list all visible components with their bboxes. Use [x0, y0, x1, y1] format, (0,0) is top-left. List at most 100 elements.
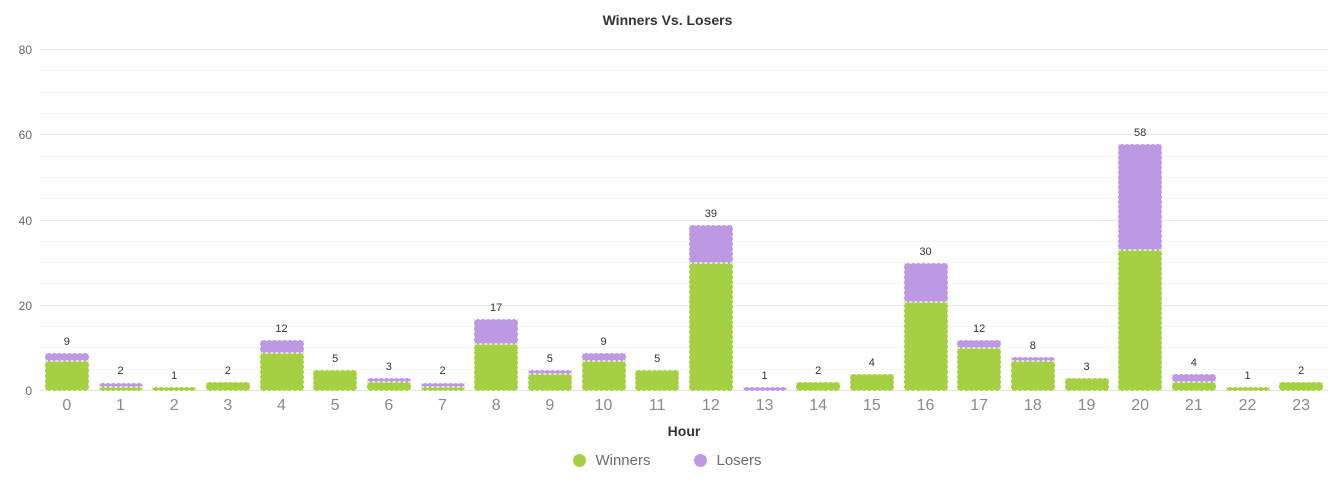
bar-hour-9-winners[interactable] — [527, 373, 572, 391]
bar-total-label-hour-17: 12 — [973, 322, 986, 335]
y-tick-label-20: 20 — [18, 298, 32, 313]
bar-hour-17-winners[interactable] — [957, 348, 1002, 391]
bar-hour-1-losers[interactable] — [98, 382, 143, 387]
bar-hour-19-winners[interactable] — [1064, 378, 1109, 391]
bar-total-label-hour-0: 9 — [63, 335, 70, 348]
x-tick-label-16: 16 — [916, 397, 935, 414]
bar-total-label-hour-7: 2 — [439, 365, 446, 378]
legend-label-losers: Losers — [716, 452, 762, 469]
bar-total-label-hour-9: 5 — [546, 352, 553, 365]
bar-hour-3-winners[interactable] — [205, 382, 250, 391]
bar-total-label-hour-21: 4 — [1190, 356, 1197, 369]
bar-total-label-hour-8: 17 — [490, 301, 503, 314]
bar-hour-6-losers[interactable] — [366, 378, 411, 383]
bar-hour-5-winners[interactable] — [313, 369, 358, 391]
bar-total-label-hour-22: 1 — [1244, 369, 1251, 382]
bar-hour-21-losers[interactable] — [1171, 373, 1216, 383]
bar-total-label-hour-1: 2 — [117, 365, 124, 378]
bar-hour-0-losers[interactable] — [44, 352, 89, 362]
x-tick-label-19: 19 — [1077, 397, 1096, 414]
gridline-30 — [40, 262, 1328, 264]
bar-hour-22-winners[interactable] — [1225, 386, 1270, 391]
bar-hour-15-winners[interactable] — [849, 373, 894, 391]
x-tick-label-22: 22 — [1238, 397, 1257, 414]
bar-hour-6-winners[interactable] — [366, 382, 411, 391]
x-tick-label-4: 4 — [277, 397, 286, 414]
bar-total-label-hour-5: 5 — [332, 352, 339, 365]
y-tick-label-60: 60 — [18, 128, 32, 143]
x-tick-label-8: 8 — [491, 397, 501, 414]
x-tick-label-23: 23 — [1292, 397, 1311, 414]
y-tick-label-80: 80 — [18, 43, 32, 57]
x-tick-label-14: 14 — [809, 397, 828, 414]
bar-total-label-hour-23: 2 — [1298, 365, 1305, 378]
x-tick-label-7: 7 — [438, 397, 447, 414]
bar-total-label-hour-3: 2 — [224, 365, 231, 378]
bar-total-label-hour-13: 1 — [761, 369, 768, 382]
gridline-20 — [40, 304, 1328, 306]
bar-total-label-hour-14: 2 — [815, 365, 822, 378]
plot-area: 9 2 1 2 12 5 3 2 17 5 9 5 39 1 2 4 30 12 8 3 58 4 1 2 — [40, 49, 1328, 391]
bar-hour-20-losers[interactable] — [1118, 143, 1163, 251]
bar-hour-7-losers[interactable] — [420, 382, 465, 387]
bar-hour-14-winners[interactable] — [796, 382, 841, 391]
bar-total-label-hour-20: 58 — [1134, 126, 1147, 139]
bar-hour-23-winners[interactable] — [1279, 382, 1324, 391]
legend-label-winners: Winners — [595, 452, 651, 469]
bar-total-label-hour-19: 3 — [1083, 361, 1090, 374]
legend-item-winners[interactable]: Winners — [573, 452, 650, 469]
x-tick-label-20: 20 — [1131, 397, 1150, 414]
bar-total-label-hour-10: 9 — [600, 335, 607, 348]
gridline-45 — [40, 198, 1328, 200]
bar-hour-16-winners[interactable] — [903, 301, 948, 391]
bar-hour-8-losers[interactable] — [474, 318, 519, 345]
x-tick-label-15: 15 — [862, 397, 881, 414]
chart-title: Winners Vs. Losers — [602, 12, 733, 28]
bar-total-label-hour-2: 1 — [171, 369, 178, 382]
gridline-70 — [40, 91, 1328, 93]
gridline-55 — [40, 155, 1328, 157]
bar-hour-11-winners[interactable] — [635, 369, 680, 391]
x-tick-label-10: 10 — [594, 397, 613, 414]
bar-hour-8-winners[interactable] — [474, 344, 519, 391]
bar-hour-12-losers[interactable] — [688, 224, 733, 264]
bar-hour-10-losers[interactable] — [581, 352, 626, 362]
bar-hour-4-winners[interactable] — [259, 352, 304, 391]
bar-total-label-hour-16: 30 — [919, 246, 932, 259]
bar-total-label-hour-15: 4 — [868, 356, 875, 369]
bar-total-label-hour-12: 39 — [704, 207, 717, 220]
bar-hour-12-winners[interactable] — [688, 263, 733, 391]
bar-hour-17-losers[interactable] — [957, 339, 1002, 349]
gridline-15 — [40, 326, 1328, 328]
gridline-80 — [40, 49, 1328, 50]
bar-hour-10-winners[interactable] — [581, 361, 626, 391]
bar-hour-0-winners[interactable] — [44, 361, 89, 391]
bar-hour-13-losers[interactable] — [742, 386, 787, 391]
losers-swatch-icon — [694, 454, 708, 467]
gridline-5 — [40, 368, 1328, 370]
x-tick-label-0: 0 — [62, 397, 72, 414]
bar-hour-16-losers[interactable] — [903, 263, 948, 302]
legend: Winners Losers — [0, 452, 1335, 469]
x-tick-label-18: 18 — [1023, 397, 1042, 414]
bar-hour-18-losers[interactable] — [1010, 356, 1055, 362]
gridline-65 — [40, 112, 1328, 114]
y-tick-label-40: 40 — [18, 213, 32, 228]
x-tick-label-13: 13 — [755, 397, 774, 414]
legend-item-losers[interactable]: Losers — [694, 452, 762, 469]
y-tick-label-0: 0 — [25, 384, 32, 398]
bar-hour-7-winners[interactable] — [420, 386, 465, 391]
x-tick-label-6: 6 — [384, 397, 394, 414]
bar-hour-9-losers[interactable] — [527, 369, 572, 374]
x-axis-title: Hour — [667, 423, 701, 439]
bar-hour-18-winners[interactable] — [1010, 361, 1055, 391]
gridline-0 — [40, 390, 1328, 391]
bar-hour-20-winners[interactable] — [1118, 250, 1163, 391]
x-tick-label-17: 17 — [970, 397, 989, 414]
x-tick-label-1: 1 — [116, 397, 125, 414]
bar-hour-21-winners[interactable] — [1171, 382, 1216, 391]
bar-hour-1-winners[interactable] — [98, 386, 143, 391]
bar-hour-4-losers[interactable] — [259, 339, 304, 353]
bar-hour-2-winners[interactable] — [152, 386, 197, 391]
